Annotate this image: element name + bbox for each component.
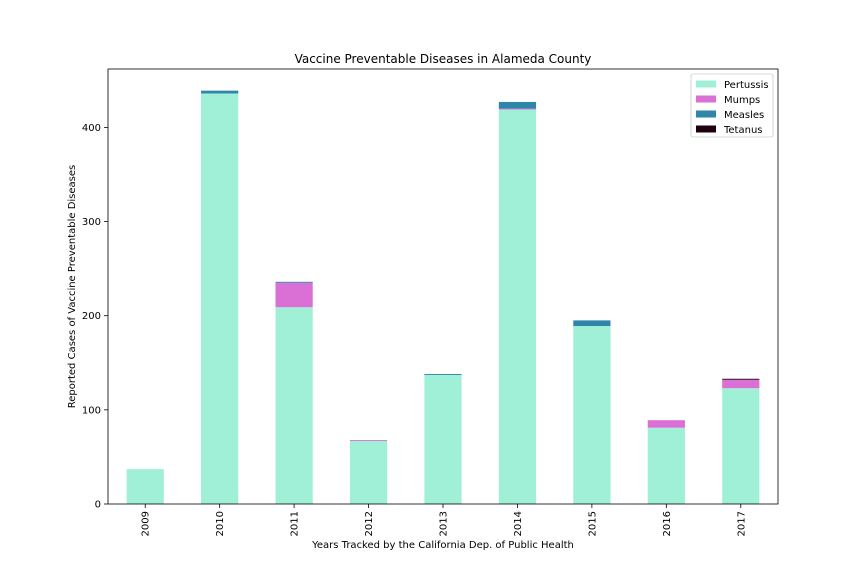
- legend-swatch-tetanus: [696, 125, 716, 133]
- bar-pertussis-2012: [349, 440, 388, 504]
- bars-group: [126, 90, 760, 505]
- y-tick-label: 300: [82, 217, 101, 228]
- legend: Pertussis Mumps Measles Tetanus: [690, 73, 774, 138]
- bar-mumps-2014: [498, 108, 537, 110]
- bar-measles-2013: [424, 374, 462, 376]
- x-tick-label: 2011: [290, 511, 301, 536]
- x-tick-label: 2010: [215, 511, 226, 536]
- bar-pertussis-2017: [722, 388, 760, 504]
- y-tick-label: 0: [95, 500, 101, 511]
- x-tick-label: 2016: [662, 511, 673, 536]
- x-tick-label: 2012: [364, 511, 375, 536]
- legend-swatch-mumps: [696, 95, 716, 103]
- bar-measles-2010: [201, 90, 239, 94]
- bar-mumps-2011: [275, 282, 313, 308]
- bar-pertussis-2016: [647, 427, 685, 504]
- bar-pertussis-2011: [275, 307, 313, 504]
- legend-swatch-pertussis: [696, 80, 716, 88]
- bar-measles-2015: [573, 320, 611, 327]
- bar-tetanus-2017: [722, 378, 760, 380]
- x-tick-label: 2014: [513, 511, 524, 536]
- y-axis-label: Reported Cases of Vaccine Preventable Di…: [67, 165, 78, 409]
- bar-mumps-2012: [349, 439, 388, 441]
- bar-measles-2014: [498, 101, 537, 109]
- x-tick-label: 2013: [439, 511, 450, 536]
- x-axis-label: Years Tracked by the California Dep. of …: [311, 540, 574, 551]
- bar-mumps-2016: [647, 420, 685, 428]
- y-tick-label: 200: [82, 311, 101, 322]
- x-tick-label: 2015: [587, 511, 598, 536]
- legend-label-mumps: Mumps: [724, 95, 760, 106]
- bar-pertussis-2015: [573, 326, 611, 504]
- axes-group: 0 100 200 300 400 2009 2010 2011 2012 2013 2014 201…: [82, 68, 779, 536]
- legend-label-measles: Measles: [724, 110, 764, 121]
- y-tick-label: 400: [82, 123, 101, 134]
- bar-measles-2011: [275, 281, 313, 283]
- chart-title: Vaccine Preventable Diseases in Alameda …: [295, 52, 592, 66]
- legend-swatch-measles: [696, 110, 716, 118]
- legend-box: [690, 73, 774, 138]
- x-tick-label: 2017: [736, 511, 747, 536]
- legend-label-tetanus: Tetanus: [723, 125, 763, 136]
- legend-label-pertussis: Pertussis: [724, 80, 769, 91]
- bar-pertussis-2014: [498, 109, 537, 505]
- bar-pertussis-2013: [424, 375, 462, 504]
- bar-pertussis-2009: [126, 469, 164, 504]
- bar-pertussis-2010: [201, 93, 239, 504]
- bar-mumps-2017: [722, 379, 760, 389]
- x-tick-label: 2009: [141, 511, 152, 536]
- y-tick-label: 100: [82, 405, 101, 416]
